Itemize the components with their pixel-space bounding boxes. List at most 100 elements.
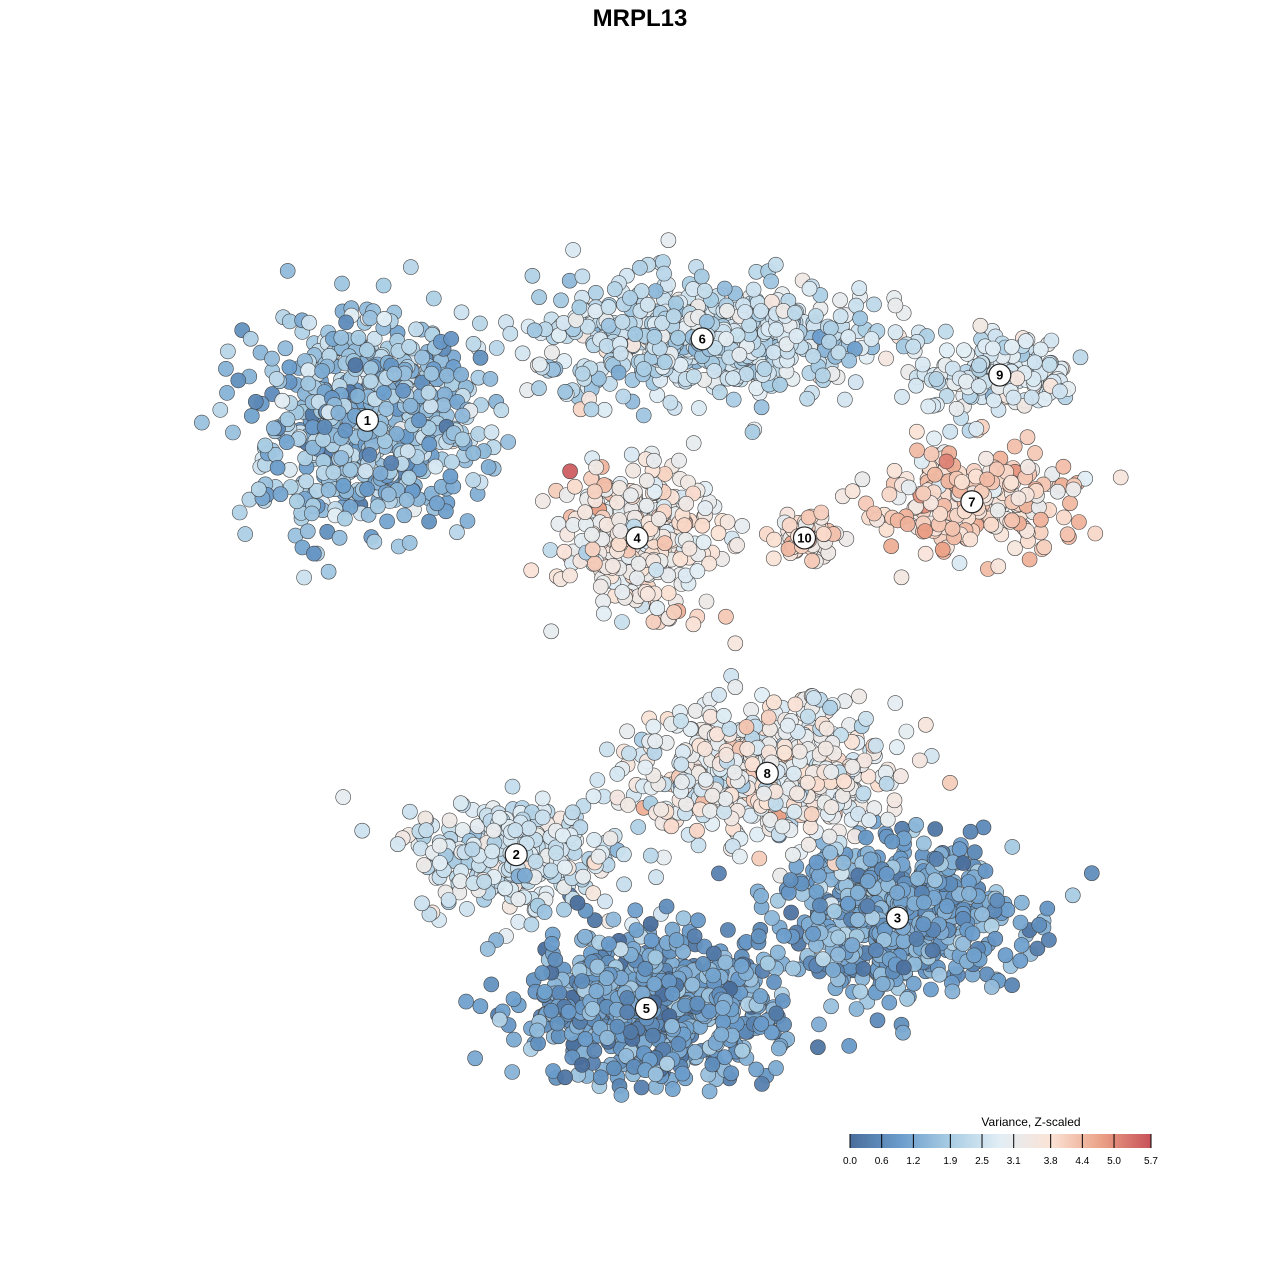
data-point [802,819,819,836]
data-point [488,340,505,356]
data-point [1021,551,1038,568]
data-point [808,884,825,900]
cluster-label-text: 1 [364,413,371,428]
data-point [685,435,702,451]
data-point [668,295,684,312]
data-point [765,344,782,361]
data-point [704,1056,721,1073]
data-point [673,756,690,773]
data-point [731,848,748,865]
data-point [938,453,955,470]
data-point [453,304,470,321]
data-point [878,866,895,882]
data-point [649,600,666,617]
data-point [1007,540,1023,557]
data-point [452,795,469,812]
data-point [279,411,296,428]
data-point [665,308,682,325]
data-point [716,1049,733,1065]
data-point [915,916,932,933]
data-point [320,482,337,498]
data-point [928,851,945,867]
legend-title: Variance, Z-scaled [981,1115,1080,1129]
data-point [979,471,996,488]
data-point [832,308,849,325]
data-point [442,468,459,485]
data-point [726,764,743,781]
data-point [753,303,769,319]
data-point [296,569,312,586]
data-point [510,914,527,930]
data-point [900,479,917,496]
data-point [422,398,439,415]
data-point [586,1042,603,1059]
data-point [803,806,820,823]
data-point [1087,525,1104,542]
data-point [491,809,508,826]
data-point [990,558,1007,575]
data-point [805,925,821,942]
data-point [597,893,613,910]
cluster-label-badge [960,490,984,514]
data-point [821,333,837,350]
data-point [805,690,822,706]
data-point [212,402,229,418]
data-point [955,855,972,871]
data-point [347,357,364,374]
data-point [303,505,320,522]
data-point [861,812,877,829]
data-point [974,906,990,923]
data-point [583,401,600,418]
data-point [379,513,395,530]
data-point [625,462,642,479]
data-point [577,504,593,521]
data-point [899,516,916,532]
data-point [987,930,1004,947]
data-point [454,431,471,448]
data-point [1010,490,1027,507]
data-point [642,847,659,864]
data-point [248,393,264,410]
data-point [586,483,603,500]
data-point [986,392,1002,409]
data-point [574,1057,590,1073]
data-point [376,311,393,327]
data-point [577,1031,594,1047]
data-point [687,1044,704,1060]
data-point [684,976,701,993]
data-point [975,819,992,836]
data-point [739,741,756,757]
data-point [1112,469,1129,486]
data-point [860,873,876,890]
data-point [362,373,379,390]
data-point [242,330,259,347]
data-point [314,363,330,379]
data-point [895,1024,911,1041]
data-point [523,916,540,933]
data-point [613,1087,630,1103]
data-point [687,702,704,719]
data-point [848,1001,865,1017]
data-point [1084,865,1100,882]
data-point [584,526,600,543]
data-point [616,876,632,893]
data-point [551,985,568,1001]
data-point [810,1039,826,1055]
data-point [299,523,316,540]
data-point [598,970,615,987]
data-point [349,388,366,404]
colorbar-tick-label: 5.7 [1144,1156,1158,1167]
data-point [944,983,961,1000]
data-point [823,764,840,780]
data-point [964,925,981,942]
data-point [721,720,738,737]
data-point [753,1015,770,1032]
data-point [681,540,698,557]
data-point [574,268,591,285]
data-point [804,552,820,569]
data-point [619,990,636,1006]
data-point [421,906,438,923]
data-point [553,292,569,309]
data-point [733,958,750,974]
cluster-label-9: 9 [988,363,1012,387]
